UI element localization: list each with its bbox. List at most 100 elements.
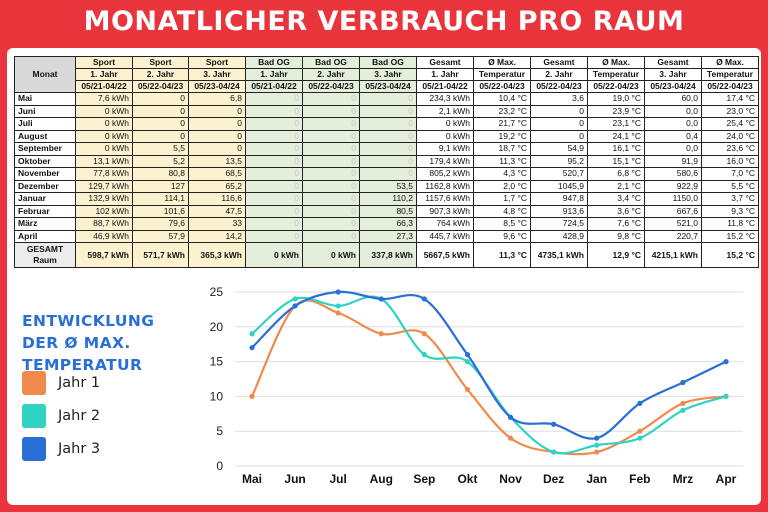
data-point: [249, 331, 255, 337]
y-tick-label: 25: [210, 285, 224, 299]
total-cell: 4215,1 kWh: [644, 242, 702, 268]
consumption-table-wrap: Monat Sport Sport Sport Bad OG Bad OG Bad OG Ge…: [14, 56, 759, 268]
table-cell: 0: [359, 92, 417, 106]
table-cell: 0: [245, 117, 303, 131]
table-header-cell: 2. Jahr: [132, 68, 189, 81]
x-tick-label: Feb: [629, 472, 650, 486]
page-title: MONATLICHER VERBRAUCH PRO RAUM: [83, 6, 685, 37]
table-cell: 17,4 °C: [701, 92, 759, 106]
table-row: Mai 7,6 kWh 0 6,8 0 0 0 234,3 kWh 10,4 °C 3,6 19,0…: [14, 92, 759, 106]
table-header-cell: Bad OG: [302, 56, 360, 69]
table-cell: 0: [359, 142, 417, 156]
table-cell: 0,4: [644, 129, 702, 143]
table-cell: 91,9: [644, 154, 702, 168]
table-cell: 23,9 °C: [587, 104, 645, 118]
table-cell: 0: [245, 229, 303, 243]
table-cell: 7,6 °C: [587, 217, 645, 231]
table-cell: 0: [302, 204, 360, 218]
y-tick-label: 15: [210, 355, 224, 369]
data-point: [594, 449, 600, 455]
table-cell: 0 kWh: [416, 117, 474, 131]
table-cell: 5,2: [132, 154, 189, 168]
table-row: Dezember 129,7 kWh 127 65,2 0 0 53,5 1162,8 kWh…: [14, 179, 759, 193]
x-tick-label: Jun: [284, 472, 305, 486]
table-cell: 8,5 °C: [473, 217, 531, 231]
table-cell: 110,2: [359, 192, 417, 206]
table-header-cell: Bad OG: [359, 56, 417, 69]
table-header-cell: 1. Jahr: [416, 68, 474, 81]
data-point: [723, 393, 729, 399]
data-point: [335, 289, 341, 295]
total-row: GESAMT Raum 598,7 kWh 571,7 kWh 365,3 kWh 0 …: [14, 242, 759, 268]
x-tick-label: Okt: [457, 472, 477, 486]
table-cell: 10,4 °C: [473, 92, 531, 106]
table-cell: 445,7 kWh: [416, 229, 474, 243]
table-cell: 0,0: [644, 104, 702, 118]
table-header-cell: 05/22-04/23: [302, 80, 360, 93]
table-cell: 9,8 °C: [587, 229, 645, 243]
data-point: [335, 303, 341, 309]
month-cell: Dezember: [14, 179, 76, 193]
table-cell: 16,0 °C: [701, 154, 759, 168]
data-point: [421, 352, 427, 358]
total-cell: 571,7 kWh: [132, 242, 189, 268]
table-header-cell: Bad OG: [245, 56, 303, 69]
total-cell: 365,3 kWh: [188, 242, 246, 268]
data-point: [464, 386, 471, 393]
legend-label: Jahr 1: [58, 375, 101, 391]
data-point: [292, 303, 298, 309]
table-cell: 0: [530, 104, 588, 118]
table-cell: 16,1 °C: [587, 142, 645, 156]
table-cell: 0: [245, 167, 303, 181]
table-cell: 46,9 kWh: [75, 229, 133, 243]
x-tick-label: Jan: [586, 472, 607, 486]
table-cell: 0,0: [644, 117, 702, 131]
month-cell: Januar: [14, 192, 76, 206]
table-cell: 0: [245, 192, 303, 206]
table-row: August 0 kWh 0 0 0 0 0 0 kWh 19,2 °C 0 24,1 °C 0,4 2…: [14, 129, 759, 143]
table-header-cell: 05/22-04/23: [473, 80, 531, 93]
data-point: [464, 352, 471, 358]
table-cell: 23,0 °C: [701, 104, 759, 118]
table-cell: 0: [359, 154, 417, 168]
table-header-cell: Gesamt: [530, 56, 588, 69]
data-point: [551, 449, 557, 455]
table-header-cell: Ø Max.: [473, 56, 531, 69]
table-cell: 0: [132, 117, 189, 131]
table-header-cell: 05/23-04/24: [644, 80, 702, 93]
y-tick-label: 20: [210, 320, 224, 334]
table-cell: 520,7: [530, 167, 588, 181]
table-cell: 116,6: [188, 192, 246, 206]
table-cell: 0: [188, 129, 246, 143]
x-tick-label: Nov: [499, 472, 522, 486]
table-cell: 27,3: [359, 229, 417, 243]
table-cell: 0 kWh: [75, 117, 133, 131]
total-cell: 15,2 °C: [701, 242, 759, 268]
table-cell: 19,2 °C: [473, 129, 531, 143]
table-cell: 7,0 °C: [701, 167, 759, 181]
total-cell: 5667,5 kWh: [416, 242, 474, 268]
data-point: [507, 435, 514, 441]
table-row: Oktober 13,1 kWh 5,2 13,5 0 0 0 179,4 kWh 11,3 °…: [14, 154, 759, 168]
table-cell: 102 kWh: [75, 204, 133, 218]
table-cell: 3,7 °C: [701, 192, 759, 206]
total-cell: 337,8 kWh: [359, 242, 417, 268]
x-tick-label: Apr: [716, 472, 737, 486]
table-cell: 0: [302, 192, 360, 206]
table-header-cell: 05/21-04/22: [245, 80, 303, 93]
data-point: [249, 345, 255, 351]
temperature-line-chart: 0 5 10 15 20 25 Mai Jun Jul Aug Sep Okt Nov Dez Jan Feb…: [210, 285, 743, 486]
table-cell: 0: [530, 129, 588, 143]
table-header-cell: Sport: [75, 56, 133, 69]
table-cell: 0,0: [644, 142, 702, 156]
table-header-cell: Temperatur: [587, 68, 645, 81]
table-header-cell: 05/22-04/23: [530, 80, 588, 93]
total-cell: 598,7 kWh: [75, 242, 133, 268]
data-point: [378, 331, 384, 337]
table-cell: 18,7 °C: [473, 142, 531, 156]
table-cell: 0: [302, 154, 360, 168]
table-cell: 54,9: [530, 142, 588, 156]
x-tick-label: Sep: [413, 472, 435, 486]
table-row: September 0 kWh 5,5 0 0 0 0 9,1 kWh 18,7 °C 54,9 1…: [14, 142, 759, 156]
x-tick-label: Dez: [543, 472, 564, 486]
